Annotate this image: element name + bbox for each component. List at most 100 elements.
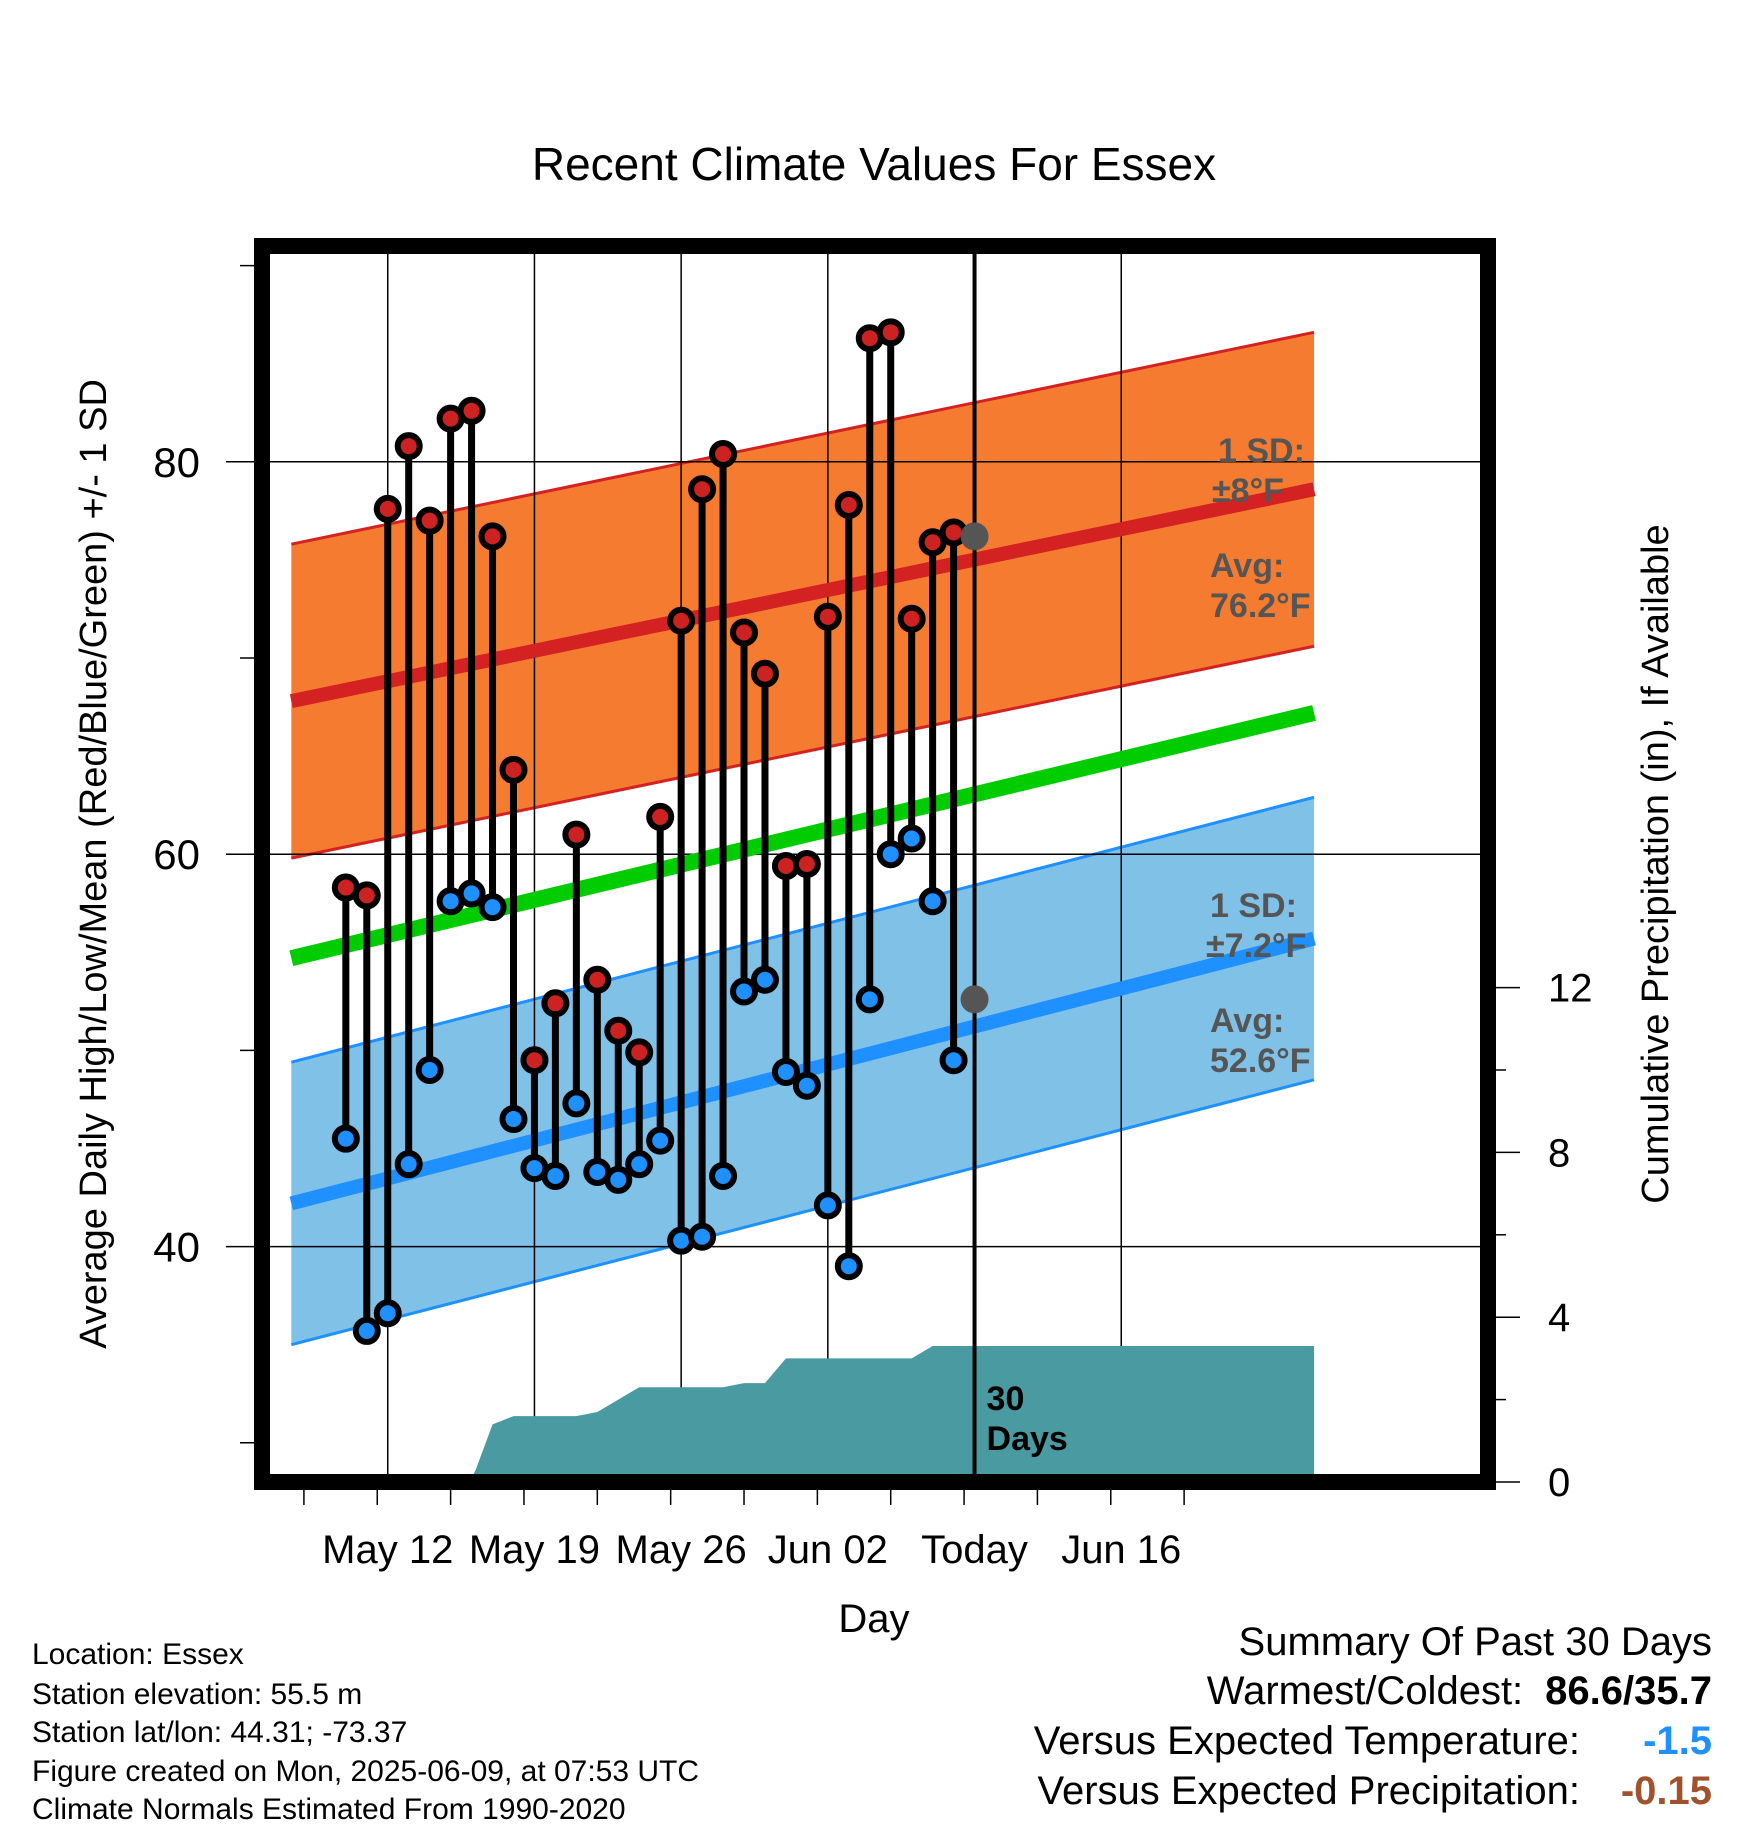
low-sd-value: ±7.2°F (1206, 927, 1306, 965)
daily-high-point (499, 755, 528, 784)
summary-warmest-value: 86.6/35.7 (1545, 1669, 1712, 1713)
high-sd-band-lower-edge (291, 644, 1315, 860)
low-avg-value: 52.6°F (1210, 1042, 1311, 1080)
daily-low-point (709, 1161, 738, 1190)
daily-low-point (813, 1191, 842, 1220)
daily-low-point (604, 1165, 633, 1194)
summary-warmest-row: Warmest/Coldest: 86.6/35.7 (1207, 1669, 1712, 1714)
daily-high-point (709, 439, 738, 468)
high-sd-band-upper-edge (291, 330, 1315, 546)
y-tick-label: 60 (153, 831, 200, 878)
high-avg-label: Avg: (1210, 547, 1284, 585)
chart-title: Recent Climate Values For Essex (532, 138, 1216, 190)
high-avg-value: 76.2°F (1210, 587, 1311, 625)
daily-high-point (520, 1046, 549, 1075)
daily-low-point (939, 1046, 968, 1075)
y2-tick-label: 4 (1548, 1296, 1570, 1340)
y2-tick-label: 0 (1548, 1461, 1570, 1505)
daily-high-point (394, 432, 423, 461)
normal-low-line (289, 931, 1316, 1211)
y2-axis-title: Cumulative Precipitation (in), If Availa… (1635, 524, 1677, 1203)
summary-temp-row: Versus Expected Temperature: -1.5 (1034, 1719, 1712, 1764)
daily-low-point (478, 893, 507, 922)
y2-tick-label: 8 (1548, 1131, 1570, 1175)
daily-high-point (813, 602, 842, 631)
daily-low-point (876, 840, 905, 869)
x-tick-label: Today (921, 1528, 1028, 1572)
daily-low-point (562, 1089, 591, 1118)
y2-tick-label: 12 (1548, 967, 1593, 1011)
low-sd-band-upper-edge (290, 795, 1315, 1064)
x-tick-label: May 26 (616, 1528, 747, 1572)
daily-low-point (457, 879, 486, 908)
daily-low-point (792, 1071, 821, 1100)
daily-high-point (750, 659, 779, 688)
daily-high-point (667, 606, 696, 635)
daily-high-point (792, 850, 821, 878)
daily-low-point (855, 985, 884, 1014)
daily-high-point (604, 1016, 633, 1045)
low-avg-label: Avg: (1210, 1002, 1284, 1040)
daily-low-point (625, 1150, 654, 1179)
daily-high-point (876, 318, 905, 347)
daily-low-point (352, 1316, 381, 1345)
today-days-value: 30 (987, 1380, 1025, 1418)
x-axis-title: Day (838, 1597, 909, 1641)
daily-low-point (331, 1124, 360, 1153)
daily-low-point (730, 977, 759, 1006)
daily-high-point (625, 1038, 654, 1067)
daily-low-point (394, 1150, 423, 1179)
low-sd-label: 1 SD: (1210, 887, 1297, 925)
plot-frame (254, 238, 1496, 1490)
info-latlon: Station lat/lon: 44.31; -73.37 (32, 1716, 408, 1749)
daily-high-point (583, 965, 612, 994)
daily-low-point (541, 1161, 570, 1190)
daily-low-point (750, 965, 779, 994)
daily-high-point (457, 396, 486, 425)
today-low-avg-marker (960, 985, 989, 1014)
daily-low-point (918, 887, 947, 916)
daily-high-point (688, 475, 717, 504)
today-high-avg-marker (960, 522, 989, 551)
daily-low-point (834, 1252, 863, 1281)
daily-high-point (834, 490, 863, 519)
x-tick-label: Jun 02 (768, 1528, 888, 1572)
daily-low-point (688, 1222, 717, 1251)
daily-high-point (478, 522, 507, 551)
y-tick-label: 40 (153, 1224, 200, 1271)
daily-low-point (771, 1057, 800, 1086)
info-created: Figure created on Mon, 2025-06-09, at 07… (32, 1755, 700, 1788)
x-tick-label: May 12 (322, 1528, 453, 1572)
daily-high-point (897, 604, 926, 633)
summary-precip-row: Versus Expected Precipitation: -0.15 (1037, 1769, 1712, 1814)
info-normals: Climate Normals Estimated From 1990-2020 (32, 1793, 626, 1826)
y-tick-label: 80 (153, 439, 200, 486)
normal-high-line (289, 482, 1316, 709)
high-sd-label: 1 SD: (1218, 432, 1305, 470)
today-days-unit: Days (987, 1420, 1068, 1458)
daily-high-point (373, 494, 402, 523)
x-tick-label: Jun 16 (1061, 1528, 1181, 1572)
daily-low-point (646, 1126, 675, 1155)
info-elevation: Station elevation: 55.5 m (32, 1678, 363, 1711)
precipitation-area (291, 1346, 1315, 1482)
daily-low-point (373, 1299, 402, 1328)
info-location: Location: Essex (32, 1638, 244, 1671)
high-sd-value: ±8°F (1212, 472, 1284, 510)
x-tick-label: May 19 (469, 1528, 600, 1572)
daily-high-point (646, 802, 675, 831)
low-sd-band-lower-edge (290, 1078, 1315, 1347)
summary-precip-value: -0.15 (1620, 1769, 1712, 1813)
summary-title: Summary Of Past 30 Days (1238, 1620, 1712, 1664)
daily-high-point (415, 506, 444, 535)
y-axis-title: Average Daily High/Low/Mean (Red/Blue/Gr… (73, 379, 115, 1349)
daily-high-point (730, 618, 759, 647)
daily-high-point (541, 989, 570, 1018)
daily-high-point (352, 881, 381, 910)
summary-precip-label: Versus Expected Precipitation: (1037, 1769, 1580, 1813)
summary-warmest-label: Warmest/Coldest: (1206, 1669, 1524, 1713)
summary-temp-label: Versus Expected Temperature: (1033, 1719, 1580, 1763)
daily-low-point (897, 824, 926, 853)
daily-high-point (562, 820, 591, 849)
